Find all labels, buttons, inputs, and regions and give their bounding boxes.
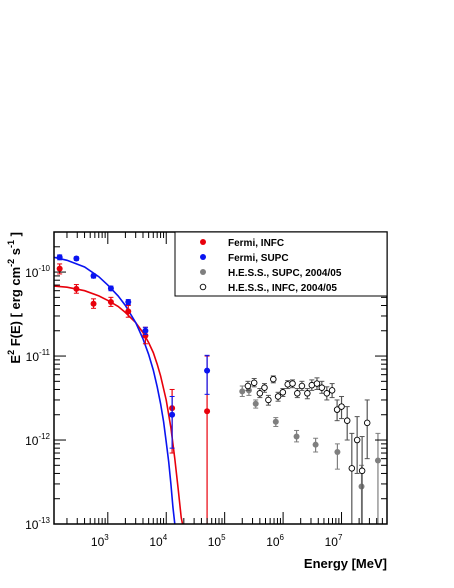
data-point: [90, 272, 97, 279]
data-point: [204, 408, 211, 415]
data-point: [107, 299, 114, 306]
data-point: [343, 417, 351, 424]
y-tick-label: 10-10: [25, 264, 50, 280]
fit-curve-2: [54, 256, 176, 524]
data-point: [293, 433, 300, 440]
y-tick-label: 10-12: [25, 432, 50, 448]
plot-area: [54, 254, 381, 525]
legend-marker: [200, 254, 206, 260]
data-point: [338, 403, 345, 410]
series-3: [239, 384, 381, 525]
data-point: [252, 400, 259, 407]
data-point: [90, 300, 97, 307]
data-point: [244, 382, 252, 390]
x-tick-label: 107: [325, 533, 343, 549]
series-1: [56, 263, 211, 525]
data-point: [279, 389, 287, 396]
data-point: [318, 384, 326, 391]
legend-box: [174, 231, 388, 297]
data-point: [256, 390, 264, 397]
data-point: [312, 441, 319, 448]
legend-marker: [200, 239, 206, 245]
series-4: [244, 375, 371, 525]
data-point: [204, 367, 211, 374]
data-point: [348, 465, 356, 472]
data-point: [142, 327, 149, 334]
legend-label: Fermi, SUPC: [228, 253, 289, 264]
data-point: [125, 299, 132, 306]
data-point: [274, 393, 282, 400]
data-point: [294, 390, 301, 397]
x-tick-label: 106: [266, 533, 284, 549]
data-point: [265, 396, 272, 404]
data-point: [272, 418, 279, 425]
data-point: [313, 380, 321, 387]
data-point: [328, 387, 336, 394]
data-point: [56, 254, 63, 261]
axes: 103 104 105 106 107 10-10 10-11 10-12 10-13 Energ…: [6, 231, 388, 571]
data-point: [270, 375, 277, 383]
legend-marker: [199, 283, 207, 291]
legend-label: H.E.S.S., INFC, 2004/05: [228, 283, 337, 294]
x-tick-label: 103: [91, 533, 109, 549]
legend-label: H.E.S.S., SUPC, 2004/05: [228, 268, 342, 279]
data-point: [250, 379, 258, 387]
x-tick-label: 105: [208, 533, 226, 549]
data-point: [323, 390, 331, 397]
data-point: [358, 467, 366, 475]
data-point: [169, 411, 176, 418]
data-point: [261, 384, 268, 391]
data-point: [107, 285, 114, 292]
data-point: [374, 457, 381, 464]
data-point: [73, 255, 80, 262]
fit-curve-1: [54, 285, 184, 524]
data-point: [333, 406, 341, 413]
y-tick-label: 10-13: [25, 516, 50, 532]
legend-label: Fermi, INFC: [228, 238, 284, 249]
data-point: [56, 265, 63, 272]
data-point: [239, 388, 246, 395]
data-point: [334, 449, 341, 456]
x-axis-title: Energy [MeV]: [304, 556, 387, 571]
data-point: [304, 390, 311, 397]
data-point: [125, 308, 132, 315]
x-tick-label: 104: [149, 533, 167, 549]
data-point: [298, 382, 306, 390]
series-2: [56, 254, 211, 449]
data-point: [73, 285, 80, 292]
legend: Fermi, INFC Fermi, SUPC H.E.S.S., SUPC, 20…: [174, 231, 388, 297]
y-axis-title: E2 F(E) [ erg cm-2 s-1 ]: [6, 232, 23, 364]
y-tick-label: 10-11: [26, 348, 51, 364]
legend-marker: [200, 269, 206, 275]
data-point: [363, 419, 371, 427]
data-point: [353, 436, 361, 444]
data-point: [289, 380, 296, 387]
